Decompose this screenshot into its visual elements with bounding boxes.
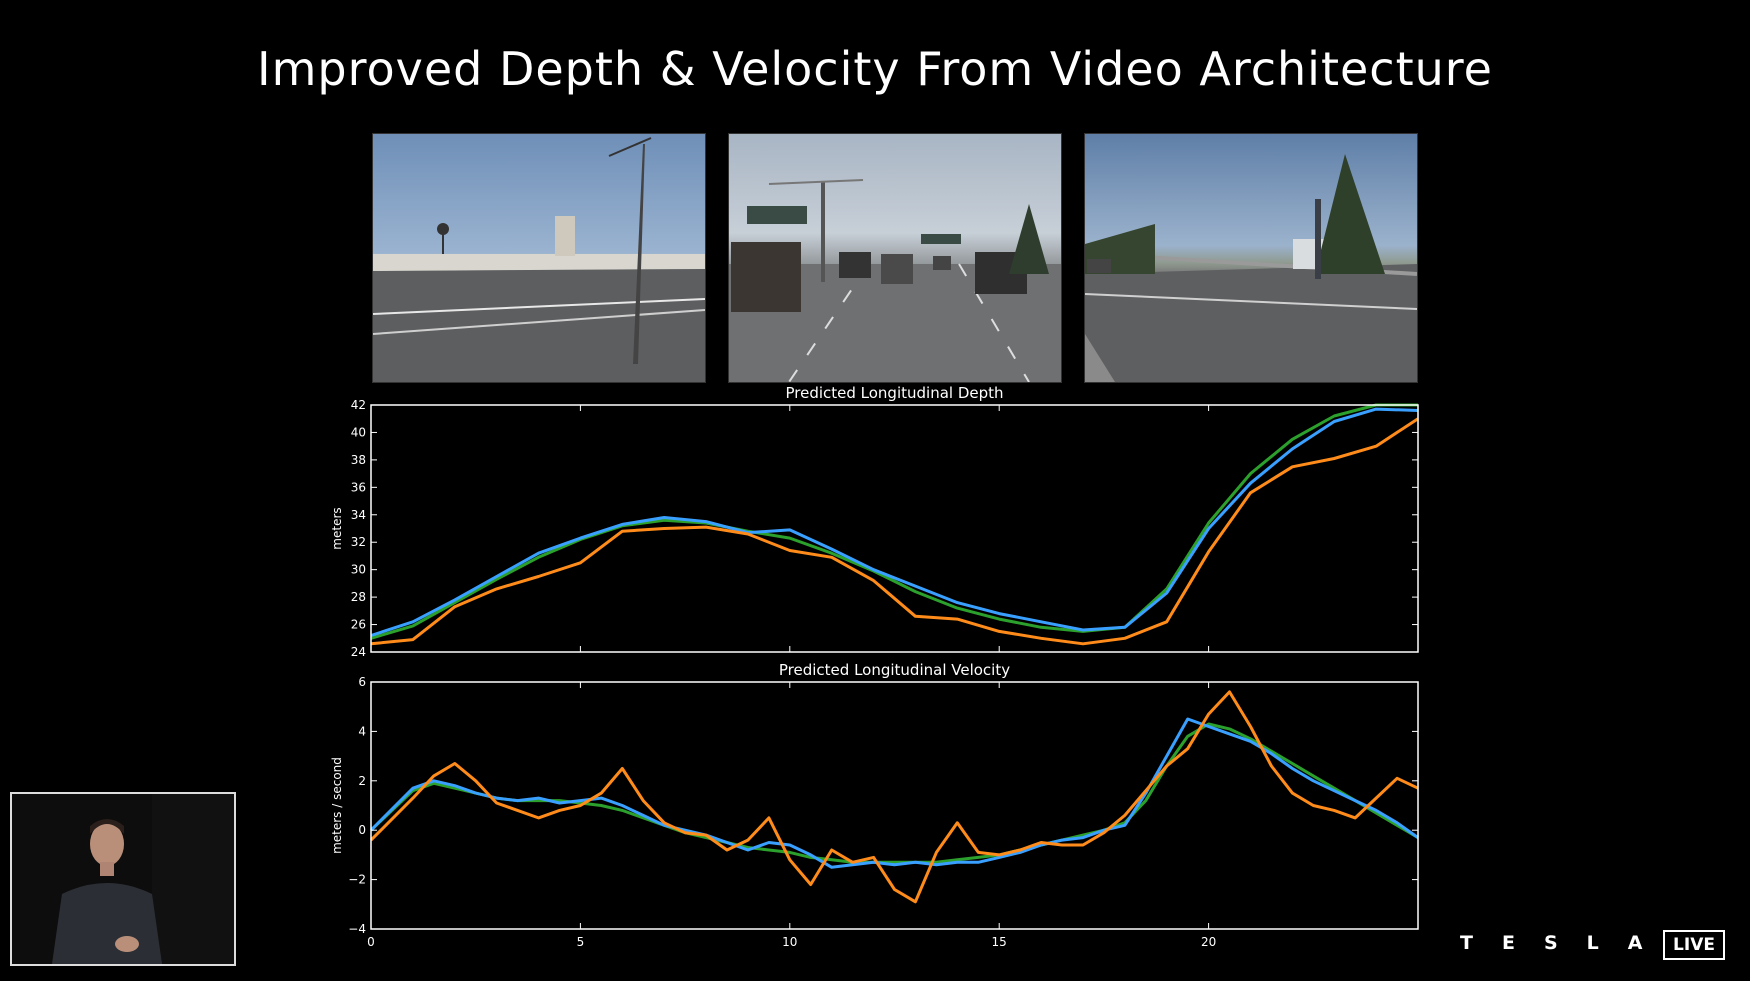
- tesla-logo: TESLA: [1460, 932, 1672, 954]
- depth-chart-ytick-label: 28: [351, 590, 366, 604]
- depth-chart-ytick-label: 30: [351, 563, 366, 577]
- depth-chart-ytick-label: 24: [351, 645, 366, 659]
- velocity-chart-series-line-1: [369, 717, 1419, 869]
- velocity-chart: Predicted Longitudinal Velocity −4 −2 0 2 4 6 0…: [330, 661, 1419, 949]
- depth-chart: Predicted Longitudinal Depth 24 26 28 30 32 34…: [330, 384, 1419, 659]
- right-camera-scene: [1085, 154, 1417, 382]
- velocity-chart-xtick-label: 10: [782, 935, 797, 949]
- depth-chart-series-line-1: [370, 407, 1419, 637]
- velocity-chart-title: Predicted Longitudinal Velocity: [779, 661, 1010, 679]
- front-camera-view: [728, 133, 1062, 383]
- front-camera-scene: [729, 179, 1061, 382]
- depth-chart-ytick-label: 34: [351, 508, 366, 522]
- presenter-figure: [12, 794, 234, 964]
- velocity-chart-ytick-label: −2: [348, 873, 366, 887]
- right-camera-view: [1084, 133, 1418, 383]
- depth-chart-axes-frame: [370, 404, 1419, 653]
- velocity-chart-xtick-label: 5: [577, 935, 585, 949]
- velocity-chart-axes-frame: [370, 681, 1419, 930]
- velocity-chart-ylabel: meters / second: [330, 757, 344, 854]
- depth-chart-ytick-label: 26: [351, 618, 366, 632]
- depth-chart-ytick-label: 38: [351, 453, 366, 467]
- left-camera-scene: [373, 137, 705, 382]
- depth-chart-ytick-label: 36: [351, 480, 366, 494]
- depth-chart-ytick-label: 42: [351, 398, 366, 412]
- depth-chart-ylabel: meters: [330, 507, 344, 549]
- velocity-chart-ytick-label: 4: [358, 724, 366, 738]
- depth-chart-title: Predicted Longitudinal Depth: [785, 384, 1003, 402]
- depth-chart-ytick-label: 32: [351, 535, 366, 549]
- presenter-video: [10, 792, 236, 966]
- velocity-chart-series-line-2: [369, 690, 1419, 904]
- depth-chart-ytick-label: 40: [351, 425, 366, 439]
- depth-chart-series-line-0: [370, 403, 1418, 640]
- velocity-chart-xtick-label: 0: [367, 935, 375, 949]
- velocity-chart-ytick-label: 6: [358, 675, 366, 689]
- depth-chart-series-line-2: [370, 417, 1419, 646]
- velocity-chart-ytick-label: 0: [358, 823, 366, 837]
- live-badge: LIVE: [1663, 930, 1725, 960]
- velocity-chart-ytick-label: −4: [348, 922, 366, 936]
- velocity-chart-xtick-label: 20: [1201, 935, 1216, 949]
- velocity-chart-xtick-label: 15: [992, 935, 1007, 949]
- left-camera-view: [372, 133, 706, 383]
- velocity-chart-ytick-label: 2: [358, 774, 366, 788]
- slide-title: Improved Depth & Velocity From Video Arc…: [257, 42, 1493, 96]
